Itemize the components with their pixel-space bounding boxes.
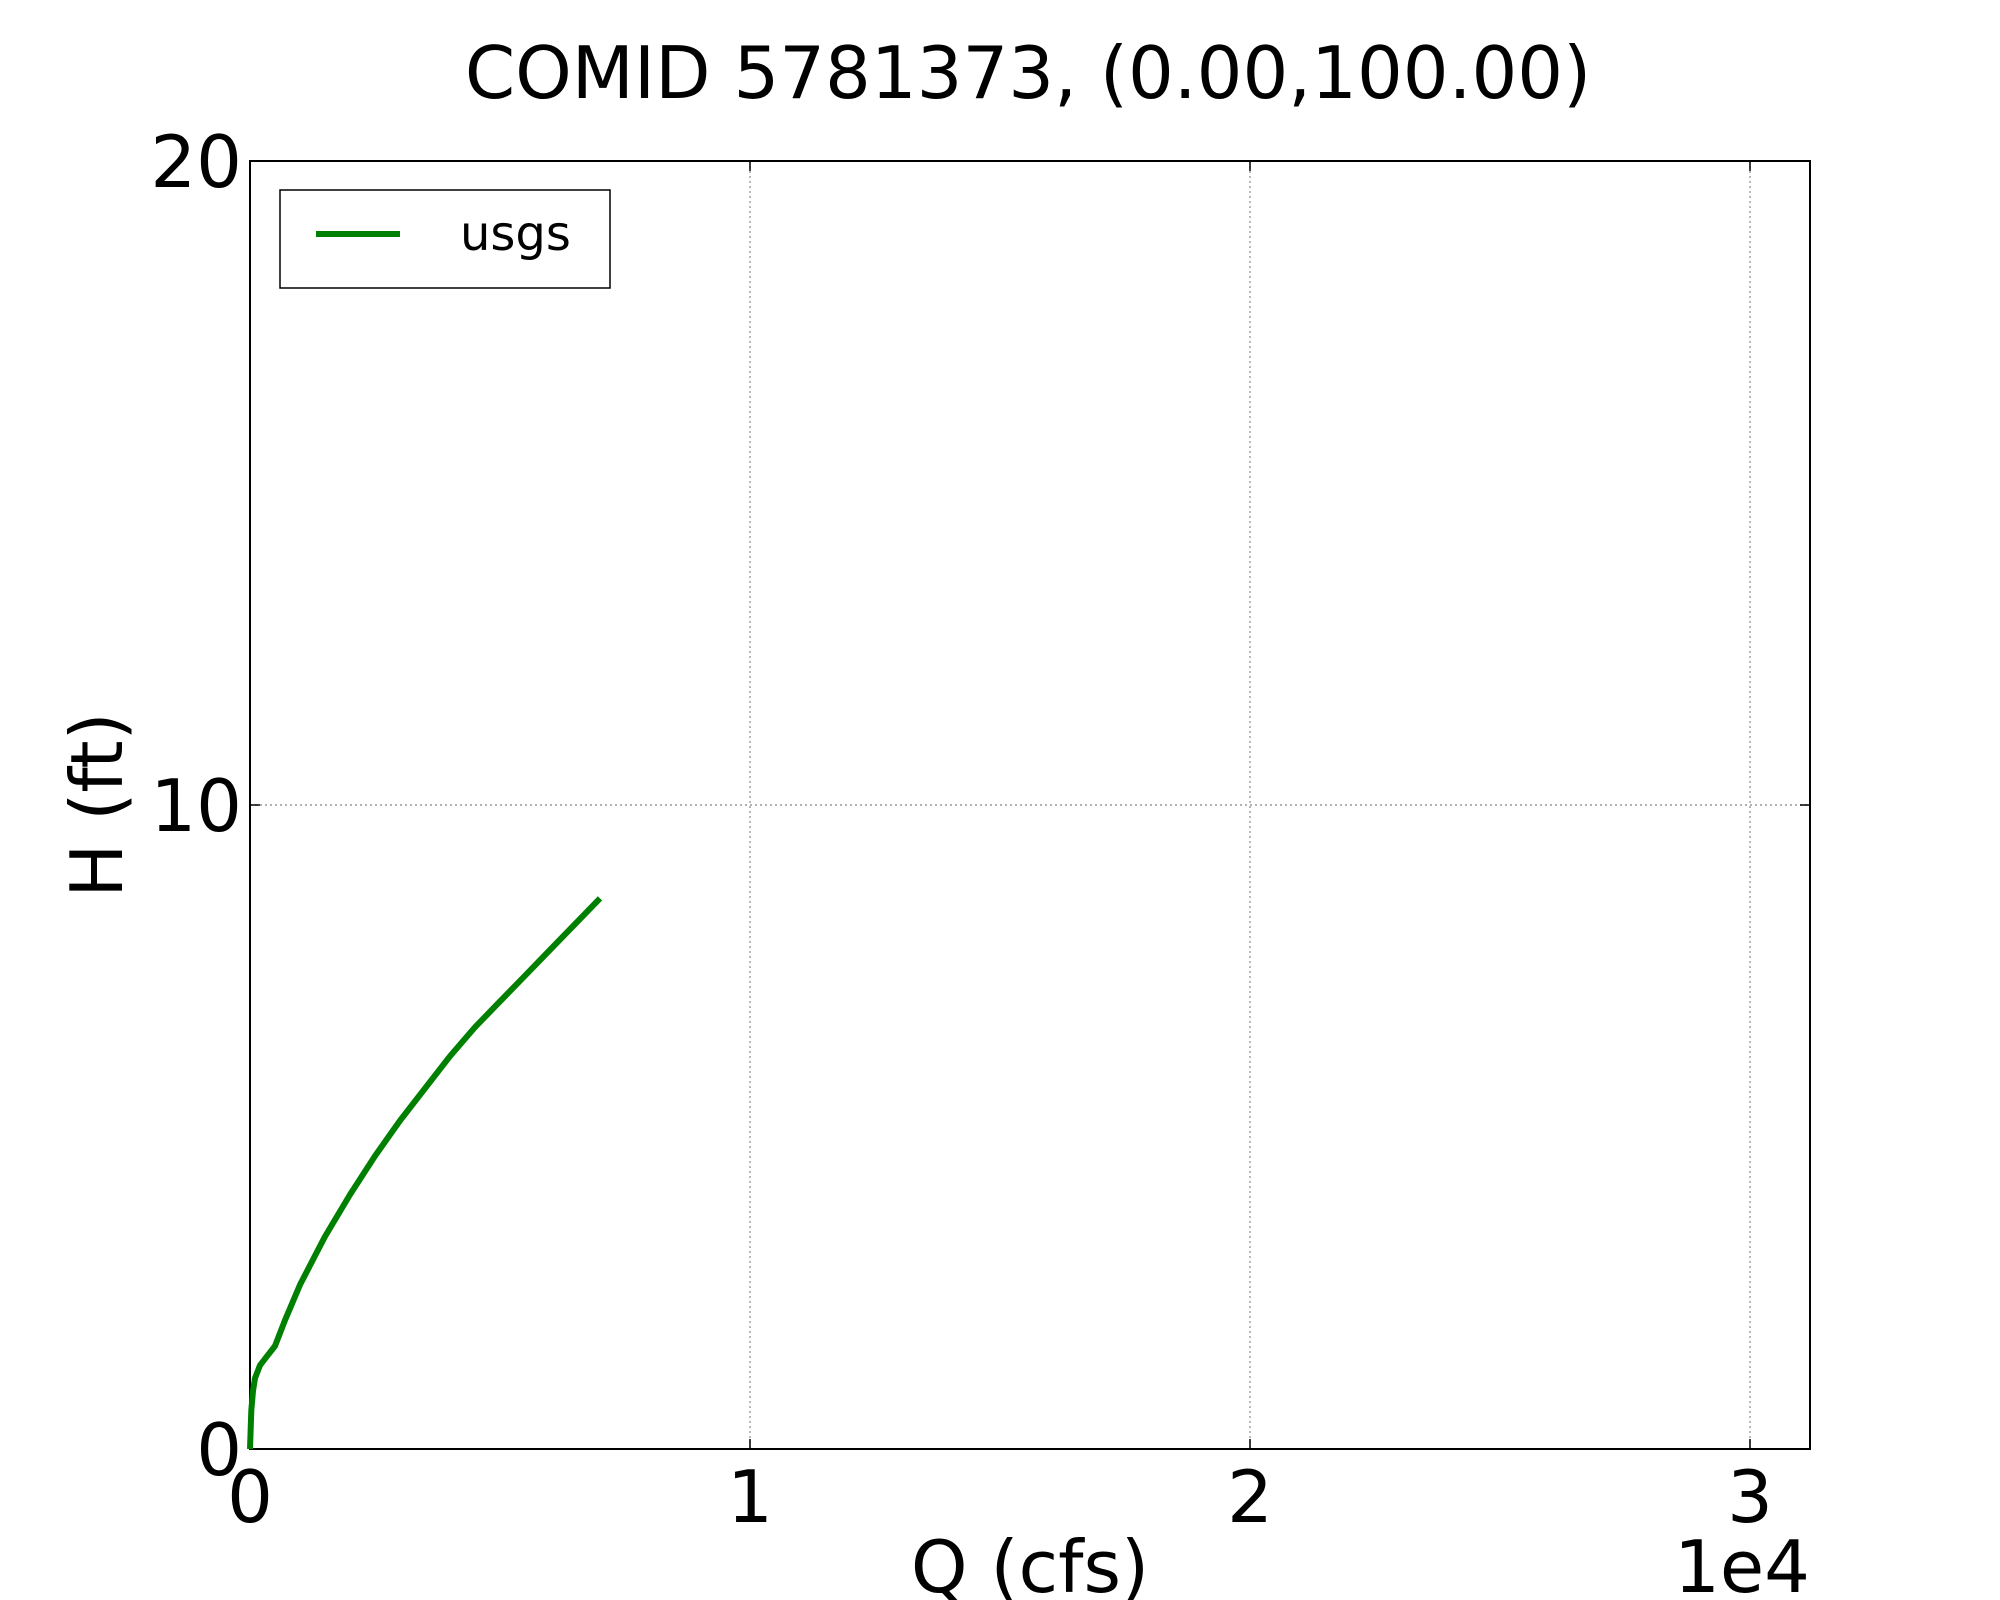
- x-tick-label: 1: [727, 1455, 773, 1539]
- axis-ticks: 0 1 2 3 0 10 20: [150, 120, 1810, 1539]
- chart-title: COMID 5781373, (0.00,100.00): [465, 31, 1591, 115]
- legend: usgs: [279, 189, 611, 289]
- y-axis-label: H (ft): [55, 712, 139, 898]
- x-axis-label: Q (cfs): [911, 1525, 1149, 1600]
- y-tick-label: 0: [196, 1408, 242, 1492]
- series-line-usgs: [247, 896, 603, 1450]
- legend-label-usgs: usgs: [460, 206, 571, 262]
- y-tick-label: 10: [150, 764, 242, 848]
- x-tick-label: 3: [1727, 1455, 1773, 1539]
- legend-box: [279, 189, 611, 289]
- grid: [250, 161, 1810, 1449]
- x-axis-offset-label: 1e4: [1674, 1525, 1810, 1600]
- y-tick-label: 20: [150, 120, 242, 204]
- x-tick-label: 2: [1227, 1455, 1273, 1539]
- series-group: [247, 896, 603, 1450]
- x-tick-label: 0: [227, 1455, 273, 1539]
